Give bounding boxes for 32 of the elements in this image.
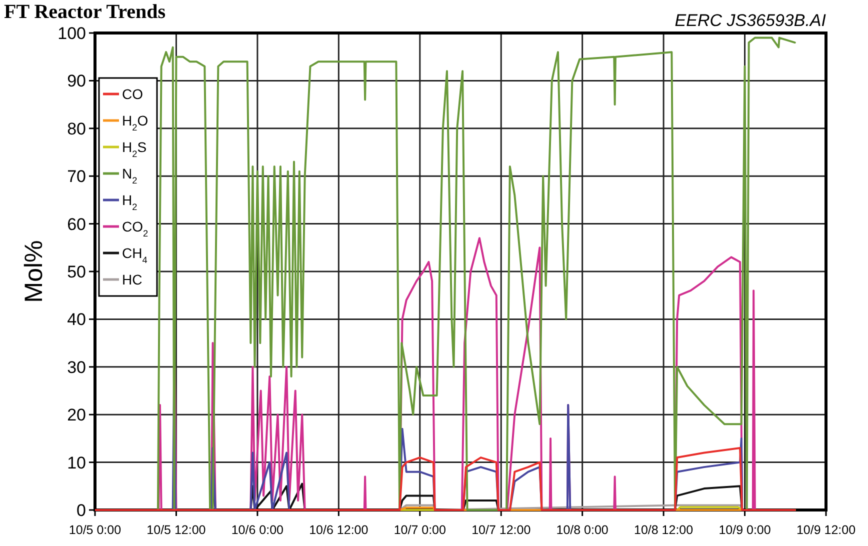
y-tick-label: 0 [76,501,86,520]
legend-label: N$_{2}$ [122,166,138,186]
x-tick-label: 10/7 12:00 [472,523,531,537]
legend-label: CO$_{2}$ [122,218,148,238]
y-axis-title: Mol% [20,240,48,303]
y-tick-label: 80 [67,119,86,138]
legend-label: CH$_{4}$ [122,245,148,265]
x-tick-label: 10/9 0:00 [718,523,771,537]
x-tick-label: 10/5 12:00 [146,523,206,537]
y-tick-label: 90 [67,72,86,91]
text: EERC JS36593B.AI [674,11,826,30]
chart-title: FT Reactor Trends [4,1,166,23]
legend-label: H$_{2}$ [122,192,138,212]
y-tick-label: 10 [67,453,86,472]
x-tick-label: 10/7 0:00 [394,523,446,537]
y-tick-label: 40 [67,310,86,330]
x-tick-label: 10/5 0:00 [68,523,122,537]
y-tick-label: 50 [67,262,86,282]
y-tick-label: 20 [67,406,86,425]
legend-label: CO [122,86,144,102]
x-tick-label: 10/9 12:00 [796,523,856,537]
legend-label: H$_{2}$O [122,112,148,132]
x-tick-label: 10/8 12:00 [634,523,694,537]
x-tick-label: 10/6 0:00 [231,523,284,537]
legend-label: HC [122,272,142,288]
y-tick-label: 30 [67,358,86,377]
legend-label: H$_{2}$S [122,139,147,159]
y-tick-label: 70 [67,167,86,186]
x-tick-label: 10/6 12:00 [309,523,368,537]
x-tick-label: 10/8 0:00 [556,523,608,537]
y-tick-label: 100 [58,24,86,43]
y-tick-label: 60 [67,214,86,234]
